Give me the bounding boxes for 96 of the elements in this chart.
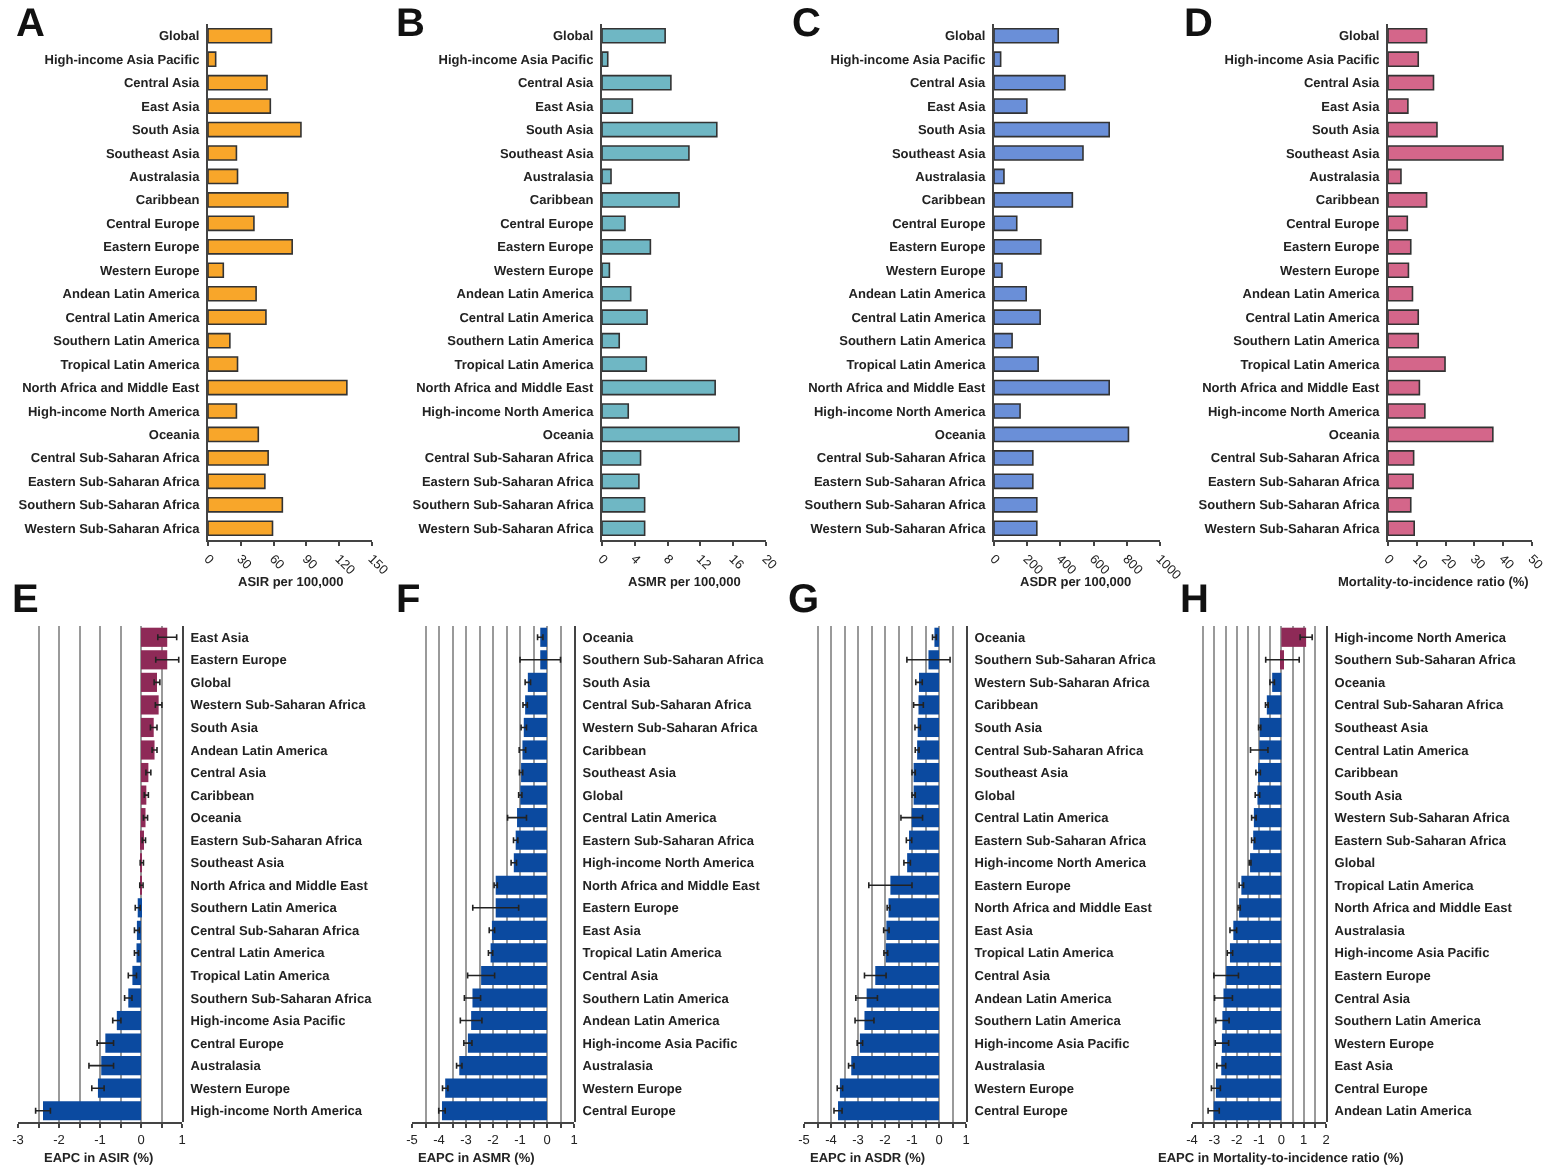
chart-title: A	[16, 2, 45, 46]
bar	[208, 403, 238, 419]
bar	[994, 238, 1042, 255]
bar	[994, 403, 1021, 419]
bar	[1388, 426, 1494, 443]
bar	[1388, 121, 1438, 138]
bar	[1388, 309, 1420, 326]
bar	[602, 262, 611, 279]
bar	[208, 426, 260, 443]
bar	[1388, 27, 1428, 44]
bar	[1388, 168, 1402, 185]
bar	[208, 309, 267, 326]
bar	[602, 27, 666, 44]
bar	[208, 168, 239, 185]
bar	[208, 473, 266, 490]
bar	[1388, 520, 1415, 537]
bar	[1388, 238, 1412, 255]
chart-title: E	[12, 578, 39, 622]
bar	[602, 74, 672, 91]
bar	[994, 473, 1034, 490]
bar	[1388, 450, 1415, 466]
bar	[994, 426, 1130, 443]
bar	[994, 51, 1002, 68]
bar	[602, 332, 621, 349]
chart-title: D	[1184, 2, 1213, 46]
bar	[602, 520, 646, 537]
bar	[602, 285, 632, 302]
bar	[208, 496, 284, 513]
bar	[208, 121, 302, 138]
bar	[1388, 403, 1426, 419]
bar	[994, 332, 1013, 349]
bar	[1388, 145, 1504, 161]
chart-title: G	[788, 578, 820, 622]
bar	[1388, 98, 1409, 114]
bar	[602, 145, 690, 161]
bar	[1388, 356, 1446, 372]
bar	[1388, 262, 1410, 279]
bar	[208, 450, 269, 466]
bar	[994, 285, 1027, 302]
bar	[1388, 192, 1428, 208]
bar	[602, 496, 646, 513]
chart-title: C	[792, 2, 821, 46]
bar	[602, 168, 612, 185]
bar	[602, 238, 652, 255]
bar	[208, 262, 225, 279]
bar	[208, 379, 348, 396]
bar	[602, 379, 716, 396]
bar	[1388, 473, 1414, 490]
bar	[602, 121, 718, 138]
bar	[208, 285, 257, 302]
bar	[1388, 215, 1409, 232]
bar	[602, 403, 630, 419]
bar	[994, 379, 1110, 396]
chart-title: B	[396, 2, 425, 46]
bar	[208, 332, 231, 349]
bar	[208, 145, 238, 161]
bar	[602, 98, 634, 114]
bar	[1388, 379, 1421, 396]
bar	[994, 450, 1034, 466]
bar	[994, 192, 1074, 208]
bar	[994, 27, 1060, 44]
bar	[602, 473, 640, 490]
chart-title: H	[1180, 578, 1209, 622]
bar	[602, 450, 642, 466]
bar	[208, 356, 239, 372]
bar	[994, 309, 1041, 326]
bar	[1388, 496, 1412, 513]
chart-title: F	[396, 578, 421, 622]
bar	[994, 145, 1084, 161]
bar	[994, 356, 1039, 372]
bar	[994, 74, 1066, 91]
bar	[1388, 285, 1414, 302]
bar	[208, 27, 273, 44]
bar	[1388, 74, 1435, 91]
bar	[602, 215, 626, 232]
bar	[994, 262, 1003, 279]
bar	[208, 51, 217, 68]
bar	[208, 192, 289, 208]
bar	[208, 215, 255, 232]
bar	[208, 238, 293, 255]
bar	[208, 98, 272, 114]
bar	[602, 309, 648, 326]
bar	[994, 215, 1018, 232]
bar	[994, 121, 1110, 138]
bar	[208, 74, 268, 91]
bar	[208, 520, 274, 537]
bar	[994, 496, 1038, 513]
bar	[602, 51, 609, 68]
bar	[602, 192, 680, 208]
bar	[602, 426, 740, 443]
bar	[1388, 51, 1420, 68]
bar	[1388, 332, 1420, 349]
bar	[994, 168, 1005, 185]
bar	[602, 356, 648, 372]
bar	[994, 520, 1038, 537]
bar	[994, 98, 1028, 114]
